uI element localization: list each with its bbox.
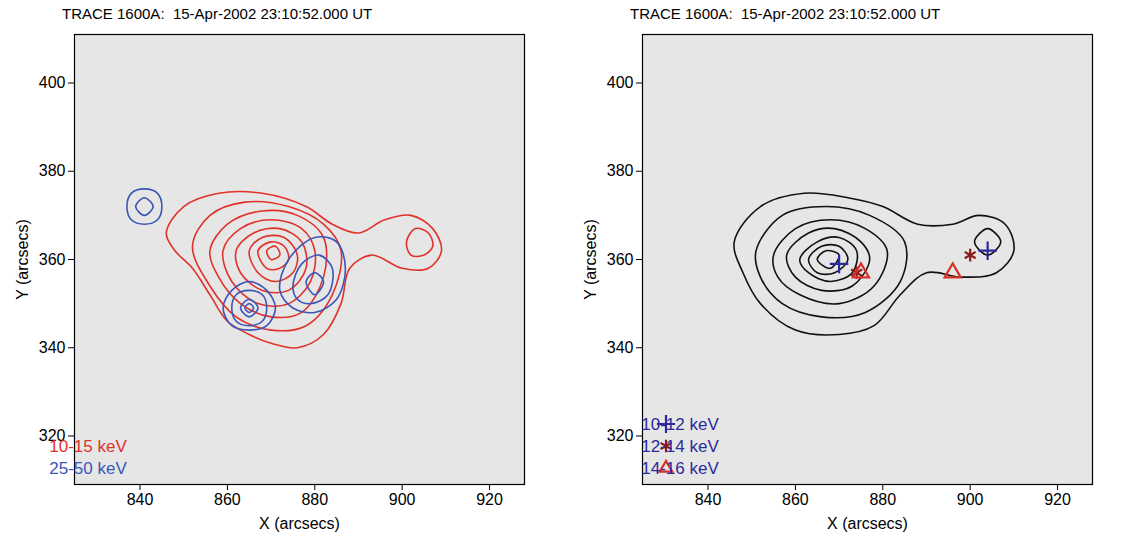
- svg-text:X (arcsecs): X (arcsecs): [827, 515, 908, 532]
- svg-text:400: 400: [39, 74, 66, 91]
- svg-text:380: 380: [39, 162, 66, 179]
- svg-text:860: 860: [782, 491, 809, 508]
- svg-text:840: 840: [695, 491, 722, 508]
- svg-text:340: 340: [39, 339, 66, 356]
- svg-text:360: 360: [39, 251, 66, 268]
- html-text:TRACE 1600A: 15-Apr-2002 23:10: TRACE 1600A: 15-Apr-2002 23:10:52.000 UT: [630, 5, 941, 22]
- svg-text:880: 880: [869, 491, 896, 508]
- svg-text:880: 880: [301, 491, 328, 508]
- svg-text:10-15 keV: 10-15 keV: [49, 437, 127, 456]
- svg-text:X (arcsecs): X (arcsecs): [259, 515, 340, 532]
- html-text:TRACE 1600A: 15-Apr-2002 23:10: TRACE 1600A: 15-Apr-2002 23:10:52.000 UT: [62, 5, 373, 22]
- svg-text:380: 380: [607, 162, 634, 179]
- svg-text:360: 360: [607, 251, 634, 268]
- svg-text:14-16 keV: 14-16 keV: [641, 459, 719, 478]
- svg-text:10-12 keV: 10-12 keV: [641, 415, 719, 434]
- svg-text:900: 900: [957, 491, 984, 508]
- svg-text:12-14 keV: 12-14 keV: [641, 437, 719, 456]
- svg-text:900: 900: [389, 491, 416, 508]
- svg-text:320: 320: [607, 427, 634, 444]
- svg-text:340: 340: [607, 339, 634, 356]
- svg-text:920: 920: [476, 491, 503, 508]
- svg-text:25-50 keV: 25-50 keV: [49, 459, 127, 478]
- svg-text:840: 840: [127, 491, 154, 508]
- svg-text:Y (arcsecs): Y (arcsecs): [582, 219, 599, 300]
- svg-text:Y (arcsecs): Y (arcsecs): [14, 219, 31, 300]
- svg-text:320: 320: [38, 427, 66, 445]
- svg-text:920: 920: [1044, 491, 1071, 508]
- svg-text:400: 400: [607, 74, 634, 91]
- svg-text:860: 860: [214, 491, 241, 508]
